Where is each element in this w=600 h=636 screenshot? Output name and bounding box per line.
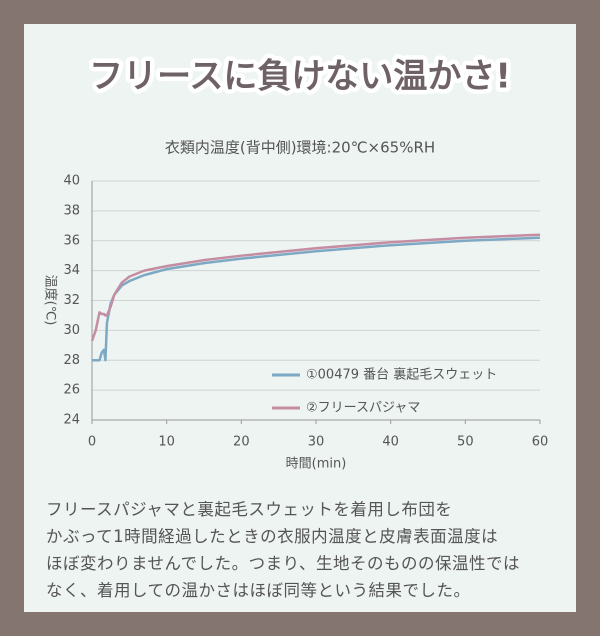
y-tick-label: 34 <box>63 263 80 278</box>
y-tick-label: 32 <box>63 293 80 308</box>
x-tick-label: 20 <box>233 435 250 450</box>
x-tick-label: 0 <box>88 435 96 450</box>
series-line <box>92 236 541 362</box>
x-tick-label: 10 <box>158 435 175 450</box>
y-tick-label: 40 <box>63 174 80 189</box>
x-axis-label: 時間(min) <box>286 457 347 472</box>
y-tick-label: 36 <box>63 233 80 248</box>
series-line <box>90 233 541 342</box>
y-tick-label: 24 <box>63 413 80 428</box>
chart-title: 衣類内温度(背中側)環境:20℃×65%RH <box>165 139 435 157</box>
y-tick-label: 26 <box>63 383 80 398</box>
y-tick-label: 38 <box>63 203 80 218</box>
x-tick-label: 50 <box>457 435 474 450</box>
legend-label: ①00479 番台 裏起毛スウェット <box>306 368 497 383</box>
x-tick-label: 60 <box>532 435 549 450</box>
y-tick-label: 30 <box>63 323 80 338</box>
description-line: かぶって1時間経過したときの衣服内温度と皮膚表面温度は <box>46 527 499 546</box>
y-tick-label: 28 <box>63 353 80 368</box>
panel <box>24 24 576 612</box>
legend-label: ②フリースパジャマ <box>306 401 420 416</box>
header-title: フリースに負けない温かさ! <box>89 57 511 97</box>
x-tick-label: 40 <box>382 435 399 450</box>
description-line: フリースパジャマと裏起毛スウェットを着用し布団を <box>46 500 453 519</box>
description-line: なく、着用しての温かさはほぼ同等という結果でした。 <box>46 581 471 600</box>
y-axis-label: 温度(℃) <box>43 275 59 326</box>
description-line: ほぼ変わりませんでした。つまり、生地そのものの保温性では <box>46 554 521 573</box>
description: フリースパジャマと裏起毛スウェットを着用し布団をかぶって1時間経過したときの衣服… <box>46 496 566 604</box>
x-tick-label: 30 <box>308 435 325 450</box>
